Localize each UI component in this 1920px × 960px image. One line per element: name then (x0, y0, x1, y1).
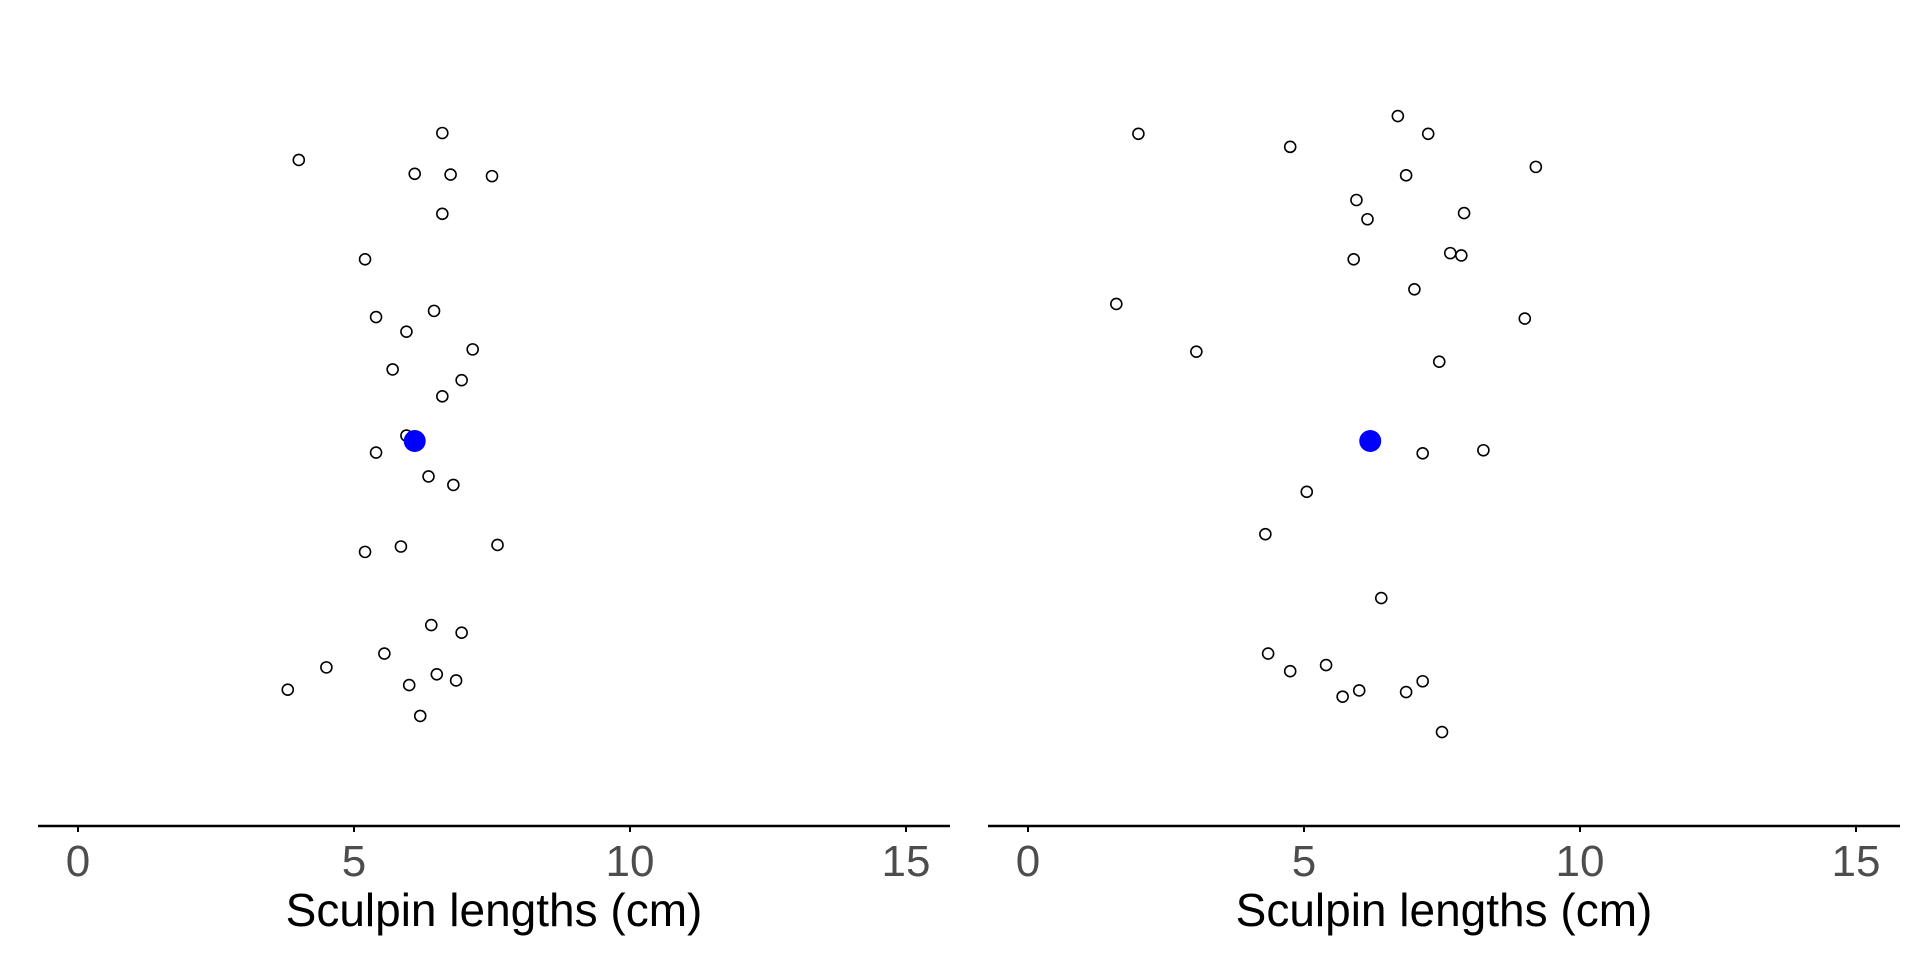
x-tick-label: 0 (66, 837, 90, 886)
data-point (1350, 193, 1363, 207)
data-point (369, 446, 383, 459)
data-point (444, 168, 457, 181)
data-point (1374, 591, 1388, 605)
data-point (358, 545, 372, 559)
x-axis-title: Sculpin lengths (cm) (286, 884, 703, 936)
x-tick-label: 0 (1016, 837, 1040, 886)
data-point (1416, 447, 1429, 460)
x-tick-label: 5 (1292, 837, 1316, 886)
data-point (1336, 690, 1349, 703)
data-point (1421, 127, 1435, 141)
data-point (1529, 160, 1543, 174)
data-point (449, 674, 463, 687)
data-point (386, 363, 399, 376)
data-point (491, 538, 504, 552)
data-point (1408, 283, 1421, 296)
data-point (1352, 684, 1366, 697)
data-point (430, 668, 444, 681)
data-point (1283, 664, 1297, 678)
data-point (447, 478, 460, 492)
data-point (400, 325, 413, 338)
left-panel: 0 5 10 15 Sculpin lengths (cm) (38, 126, 950, 936)
data-point (413, 709, 427, 723)
data-point (1319, 658, 1333, 672)
right-panel: 0 5 10 15 Sculpin lengths (cm) (988, 109, 1900, 936)
x-tick-label: 10 (1556, 837, 1605, 886)
data-point (1399, 169, 1413, 182)
data-point (1399, 685, 1413, 699)
data-point (1435, 725, 1449, 739)
data-point (436, 390, 449, 403)
data-point (436, 126, 449, 140)
data-point (281, 683, 295, 697)
x-tick-label: 15 (1832, 837, 1881, 886)
data-point (1132, 127, 1145, 141)
data-point (1283, 140, 1297, 154)
data-point (402, 678, 416, 692)
data-point (1477, 443, 1490, 457)
x-tick-label: 10 (606, 837, 655, 886)
data-point (466, 343, 479, 356)
data-point (1361, 212, 1374, 226)
data-point (1457, 206, 1471, 220)
data-point (455, 373, 468, 387)
data-point (292, 153, 306, 167)
data-point (378, 647, 391, 660)
data-point (1190, 345, 1203, 358)
data-point (408, 167, 422, 181)
data-point (1443, 246, 1457, 260)
data-point (424, 618, 438, 632)
data-point (1455, 249, 1468, 262)
data-point (1300, 485, 1314, 499)
data-point (369, 310, 383, 324)
data-point (436, 207, 449, 221)
data-point (1391, 109, 1405, 123)
data-point (358, 252, 372, 266)
data-point (455, 626, 468, 640)
data-point (1259, 527, 1272, 541)
x-tick-label: 5 (342, 837, 366, 886)
data-point (1518, 312, 1532, 325)
mean-point (1359, 430, 1382, 452)
data-point (1347, 252, 1360, 266)
x-tick-label: 15 (882, 837, 931, 886)
x-axis-title: Sculpin lengths (cm) (1236, 884, 1653, 936)
data-point (1261, 647, 1275, 660)
data-point (1416, 674, 1429, 688)
mean-point (403, 430, 426, 452)
data-point (394, 540, 408, 553)
data-point (427, 304, 441, 318)
data-point (422, 470, 435, 483)
data-point (320, 661, 333, 674)
data-point (1110, 297, 1123, 311)
data-point (485, 169, 499, 183)
data-point (1432, 355, 1446, 368)
